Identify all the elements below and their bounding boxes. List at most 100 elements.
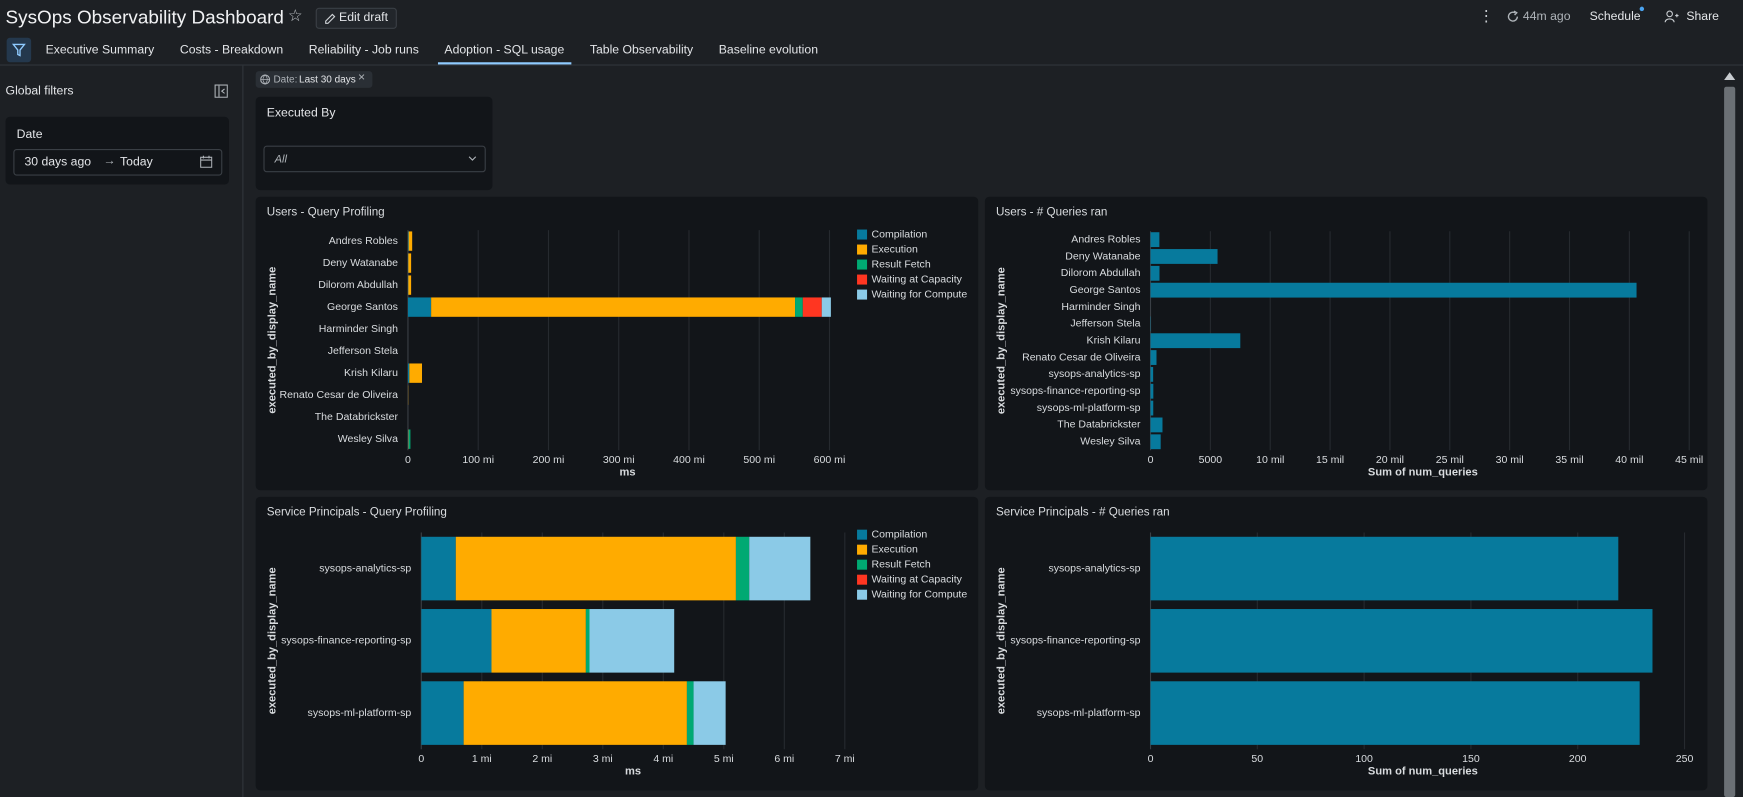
x-tick-label: 10 mil <box>1256 454 1284 466</box>
bar-segment <box>407 231 409 251</box>
notification-dot <box>1639 6 1645 12</box>
y-tick-label: Krish Kilaru <box>1087 334 1141 346</box>
date-to: Today <box>120 155 153 169</box>
legend-swatch <box>857 259 868 270</box>
x-tick-label: 0 <box>1148 454 1154 466</box>
y-axis-label: executed_by_display_name <box>266 567 278 714</box>
y-tick-label: sysops-ml-platform-sp <box>1037 402 1141 414</box>
chevron-icon <box>468 156 477 161</box>
chart: Service Principals - # Queries ran 0 50 100… <box>995 506 1693 778</box>
y-axis-label: executed_by_display_name <box>995 567 1007 714</box>
date-range-input[interactable]: 30 days ago → Today <box>13 148 223 176</box>
bar-segment <box>408 275 412 295</box>
tab[interactable]: Reliability - Job runs <box>308 43 419 57</box>
date-filter-label: Date <box>16 127 43 142</box>
legend-swatch <box>857 244 868 255</box>
tab[interactable]: Baseline evolution <box>718 43 819 57</box>
x-tick-label: 20 mil <box>1376 454 1404 466</box>
bar-segment <box>421 681 464 745</box>
y-tick-label: sysops-analytics-sp <box>1048 368 1140 380</box>
bar-segment <box>686 681 694 745</box>
executed-by-filter: Executed By All <box>255 96 493 191</box>
tab[interactable]: Costs - Breakdown <box>179 43 284 57</box>
bar <box>1150 350 1157 365</box>
calendar-icon[interactable] <box>200 155 213 168</box>
range-arrow: → <box>103 154 116 168</box>
tab[interactable]: Executive Summary <box>45 43 155 57</box>
x-tick-label: 25 mil <box>1436 454 1464 466</box>
x-tick-label: 200 mi <box>533 454 565 466</box>
share-button[interactable]: Share <box>1686 10 1719 24</box>
legend-label: Waiting for Compute <box>872 588 968 600</box>
refresh-icon[interactable] <box>1506 10 1519 23</box>
chart: Users - # Queries ran 0 5000 10 mil 15 mil 20… <box>995 205 1703 478</box>
bar <box>1150 417 1163 433</box>
date-filter-card: Date 30 days ago → Today <box>5 116 229 185</box>
legend-swatch <box>857 574 868 585</box>
chart-title: Users - # Queries ran <box>996 205 1107 218</box>
x-axis-label: Sum of num_queries <box>1368 466 1478 478</box>
bar-segment <box>421 536 456 601</box>
scrollbar[interactable] <box>1722 69 1738 797</box>
edit-draft-button[interactable]: Edit draft <box>315 7 397 29</box>
legend-label: Compilation <box>872 228 928 240</box>
bar <box>1150 282 1637 298</box>
bar-segment <box>409 429 411 449</box>
legend-swatch <box>857 274 868 285</box>
y-tick-label: sysops-finance-reporting-sp <box>1010 385 1140 397</box>
y-tick-label: Wesley Silva <box>338 433 398 445</box>
chart-title: Service Principals - # Queries ran <box>996 506 1170 519</box>
legend-swatch <box>857 544 868 555</box>
more-menu[interactable]: ⋮ <box>1478 6 1495 25</box>
chart: Service Principals - Query Profiling 0 1 m… <box>266 506 968 778</box>
x-tick-label: 100 mi <box>462 454 494 466</box>
x-tick-label: 200 <box>1569 753 1587 765</box>
y-tick-label: Jefferson Stela <box>328 345 398 357</box>
filter-toggle[interactable] <box>6 37 32 63</box>
tab[interactable]: Table Observability <box>589 43 694 57</box>
pencil-icon <box>325 13 336 24</box>
tab-divider <box>0 64 1743 66</box>
y-tick-label: Renato Cesar de Oliveira <box>1022 351 1141 363</box>
bar <box>1150 366 1154 382</box>
sidebar-divider <box>242 65 244 797</box>
chart-title: Service Principals - Query Profiling <box>267 506 447 519</box>
x-tick-label: 35 mil <box>1555 454 1583 466</box>
legend-label: Result Fetch <box>872 258 931 270</box>
chip-value: Last 30 days <box>299 73 356 85</box>
tab[interactable]: Adoption - SQL usage <box>437 41 571 65</box>
y-tick-label: sysops-analytics-sp <box>319 562 411 574</box>
x-tick-label: 40 mil <box>1615 454 1643 466</box>
bar-segment <box>408 253 412 273</box>
bar <box>1150 609 1653 673</box>
filter-icon <box>11 43 26 57</box>
chip-remove[interactable]: × <box>357 71 366 85</box>
bar-segment <box>421 609 492 673</box>
share-icon[interactable] <box>1664 10 1680 23</box>
bar <box>1150 400 1154 416</box>
bar-segment <box>749 536 811 601</box>
y-tick-label: sysops-finance-reporting-sp <box>281 635 411 647</box>
bar <box>1150 681 1640 745</box>
chart-panel: Service Principals - Query Profiling 0 1 m… <box>255 496 979 791</box>
legend-swatch <box>857 529 868 540</box>
y-tick-label: sysops-ml-platform-sp <box>1037 707 1141 719</box>
bar <box>1150 333 1241 349</box>
legend-label: Execution <box>872 243 918 255</box>
x-tick-label: 3 mi <box>593 753 613 765</box>
x-tick-label: 5000 <box>1199 454 1223 466</box>
filter-chip[interactable]: Date: Last 30 days × <box>255 71 373 88</box>
y-axis-label: executed_by_display_name <box>266 267 278 414</box>
legend-label: Result Fetch <box>872 558 931 570</box>
select-placeholder: All <box>274 153 287 166</box>
schedule-button[interactable]: Schedule <box>1589 10 1641 24</box>
x-tick-label: 5 mi <box>714 753 734 765</box>
favorite-star[interactable]: ☆ <box>287 6 303 26</box>
bar-segment <box>802 297 822 317</box>
chart-title: Users - Query Profiling <box>267 205 385 218</box>
executed-by-select[interactable]: All <box>263 145 486 173</box>
x-tick-label: 150 <box>1462 753 1480 765</box>
bar-segment <box>407 363 410 383</box>
collapse-icon[interactable] <box>214 84 228 98</box>
y-tick-label: Deny Watanabe <box>323 257 398 269</box>
